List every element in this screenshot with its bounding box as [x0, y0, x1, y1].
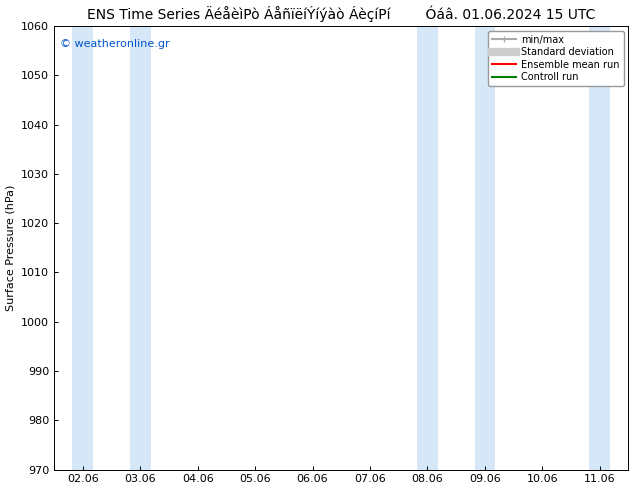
Text: © weatheronline.gr: © weatheronline.gr	[60, 39, 169, 49]
Bar	[417, 26, 437, 469]
Y-axis label: Surface Pressure (hPa): Surface Pressure (hPa)	[6, 185, 16, 311]
Bar	[474, 26, 495, 469]
Bar	[72, 26, 93, 469]
Bar	[590, 26, 610, 469]
Title: ENS Time Series ÄéåèìPò ÁåñïëíÝíýàò ÁèçíPí        Óáâ. 01.06.2024 15 UTC: ENS Time Series ÄéåèìPò ÁåñïëíÝíýàò Áèçí…	[87, 5, 595, 22]
Legend: min/max, Standard deviation, Ensemble mean run, Controll run: min/max, Standard deviation, Ensemble me…	[488, 31, 624, 86]
Bar	[130, 26, 151, 469]
